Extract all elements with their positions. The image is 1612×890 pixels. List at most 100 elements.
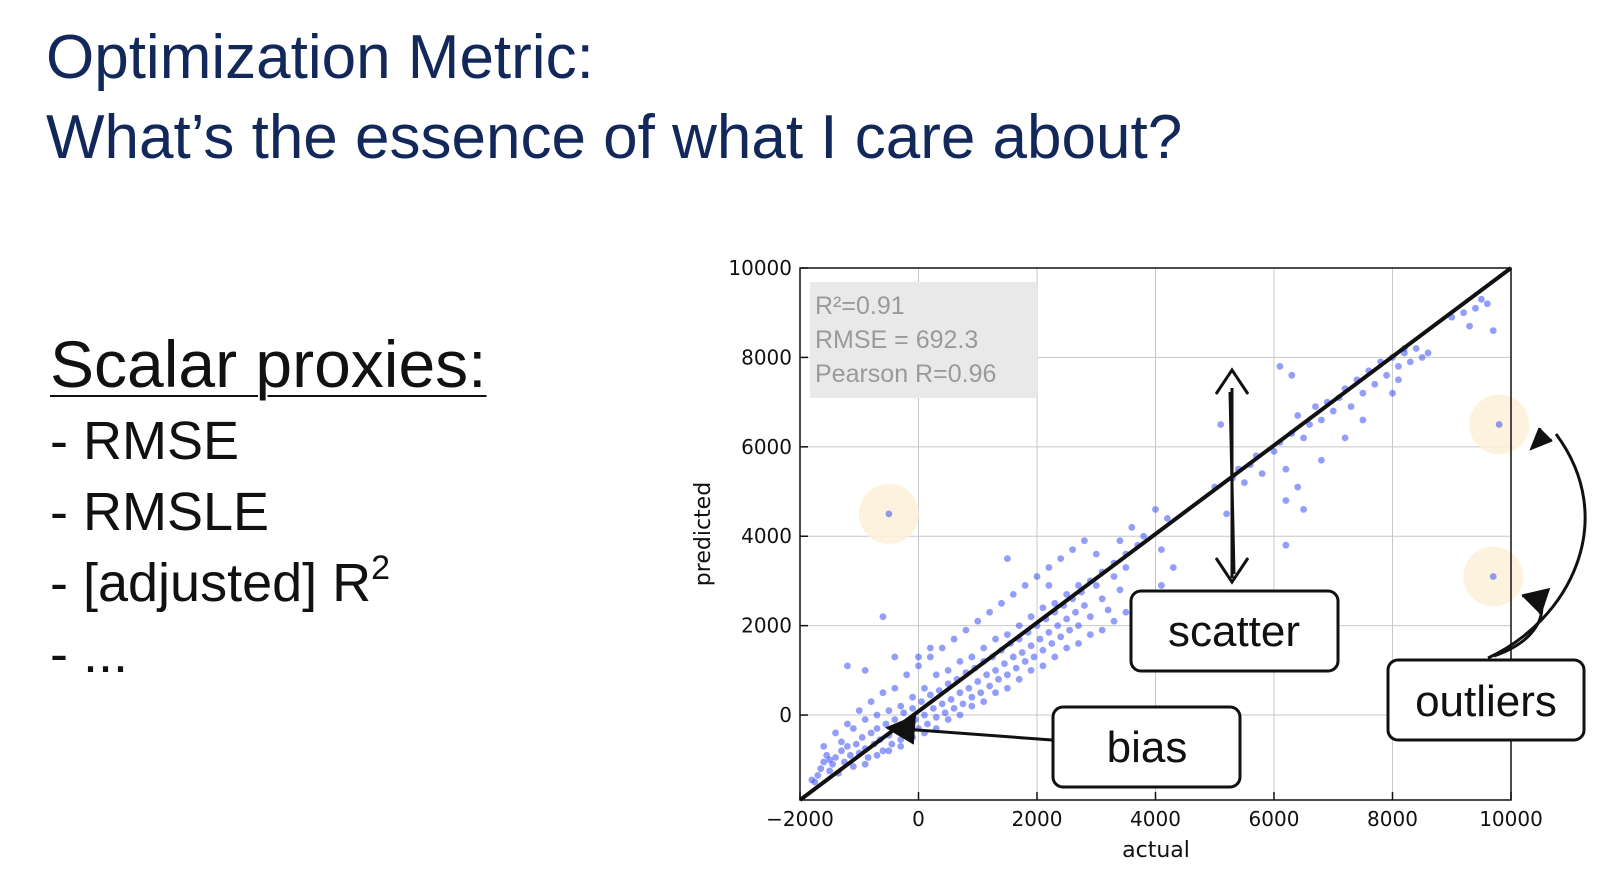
scatter-point	[932, 671, 940, 679]
scatter-point	[1312, 403, 1319, 410]
scatter-point	[1063, 615, 1071, 623]
scatter-point	[861, 716, 869, 723]
scatter-point	[867, 729, 875, 737]
scatter-point	[811, 778, 819, 786]
scatter-point	[1098, 595, 1106, 603]
scatter-point	[1122, 564, 1130, 571]
scatter-point	[1223, 510, 1230, 518]
scatter-point	[867, 698, 875, 706]
scatter-point	[1057, 633, 1065, 641]
x-tick-label: −2000	[766, 807, 834, 831]
scatter-point	[1406, 358, 1414, 366]
scatter-point	[1057, 555, 1065, 562]
scatter-point	[1163, 514, 1171, 522]
scatter-point	[938, 644, 946, 652]
scatter-point	[891, 684, 899, 692]
stats-r2: R²=0.91	[815, 292, 905, 320]
scatter-point	[879, 613, 887, 621]
scatter-point	[1009, 590, 1017, 598]
scatter-point	[879, 747, 887, 755]
scatter-point	[846, 751, 854, 759]
scatter-point	[858, 734, 866, 741]
scatter-point	[1300, 434, 1308, 442]
x-tick-label: 8000	[1367, 807, 1418, 831]
scatter-point	[1472, 304, 1479, 312]
scatter-point	[1039, 604, 1047, 612]
scatter-point	[891, 716, 899, 723]
scatter-point	[1009, 653, 1017, 661]
scatter-point	[915, 662, 922, 670]
scatter-point	[1075, 640, 1082, 647]
scatter-point	[838, 747, 845, 755]
proxy-item-rmsle: - RMSLE	[50, 482, 270, 542]
scatter-point	[965, 684, 973, 692]
scatter-point	[1371, 380, 1379, 388]
x-axis-label: actual	[1122, 838, 1190, 863]
scatter-point	[950, 635, 958, 643]
scatter-point	[980, 644, 988, 652]
scatter-point	[995, 675, 1002, 683]
scatter-point	[950, 704, 958, 712]
scatter-point	[1288, 371, 1296, 379]
scatter-point	[986, 682, 993, 690]
scatter-point	[921, 684, 928, 692]
scatter-point	[1395, 362, 1402, 370]
scatter-point	[903, 671, 911, 679]
stats-rmse: RMSE = 692.3	[815, 326, 978, 354]
scatter-point	[929, 704, 937, 712]
scatter-point	[1306, 421, 1313, 428]
scatter-point	[944, 716, 952, 723]
scatter-point	[1086, 613, 1094, 621]
scatter-point	[832, 729, 839, 737]
scatter-point	[992, 635, 999, 643]
scatter-point	[820, 742, 828, 750]
scatter-point	[885, 707, 893, 714]
scatter-point	[1489, 327, 1497, 334]
identity-line	[798, 266, 1513, 802]
scatter-point	[1140, 532, 1148, 540]
scatter-point	[852, 740, 860, 748]
scatter-point	[1282, 465, 1290, 473]
scatter-point	[1063, 590, 1071, 598]
scatter-point	[1152, 506, 1159, 513]
scatter-point	[826, 756, 834, 764]
x-tick-label: 4000	[1130, 807, 1181, 831]
scatter-point	[1098, 626, 1106, 634]
scatter-point	[1075, 582, 1082, 589]
scatter-point	[1282, 541, 1290, 549]
scatter-point	[897, 736, 905, 744]
scatter-point	[1347, 403, 1355, 410]
scatter-point	[1045, 582, 1053, 589]
scatter-point	[918, 698, 925, 706]
scatter-point	[1395, 376, 1402, 384]
superscript-2: 2	[371, 549, 391, 587]
scatter-point	[1018, 649, 1026, 656]
scatter-point	[1015, 675, 1023, 683]
scatter-point	[1389, 389, 1396, 397]
scatter-point	[926, 691, 934, 699]
scatter-point	[1045, 628, 1053, 636]
scatter-point	[1054, 622, 1062, 630]
bias-arrow	[885, 714, 1053, 745]
scatter-point	[832, 754, 839, 761]
proxy-item-r2: - [adjusted] R2	[50, 549, 391, 613]
scatter-point	[1466, 322, 1473, 330]
scatter-point	[998, 599, 1005, 607]
scatter-point	[1489, 573, 1497, 580]
proxy-item-rmse: - RMSE	[50, 411, 239, 471]
scatter-point	[888, 740, 896, 748]
scatter-point	[1048, 640, 1056, 647]
y-axis-ticks: 0 2000 4000 6000 8000 10000	[728, 256, 808, 727]
scatter-point	[1270, 447, 1278, 455]
stats-box: R²=0.91 RMSE = 692.3 Pearson R=0.96	[810, 282, 1037, 398]
scatter-point	[844, 720, 851, 728]
scatter-point	[968, 653, 976, 661]
scatter-point	[1001, 660, 1008, 668]
proxies-heading: Scalar proxies:	[50, 327, 487, 401]
scatter-point	[1069, 546, 1076, 554]
scatter-point	[1341, 434, 1349, 442]
x-tick-label: 6000	[1249, 807, 1300, 831]
scatter-point	[1282, 497, 1290, 504]
scatter-point	[1033, 573, 1041, 580]
